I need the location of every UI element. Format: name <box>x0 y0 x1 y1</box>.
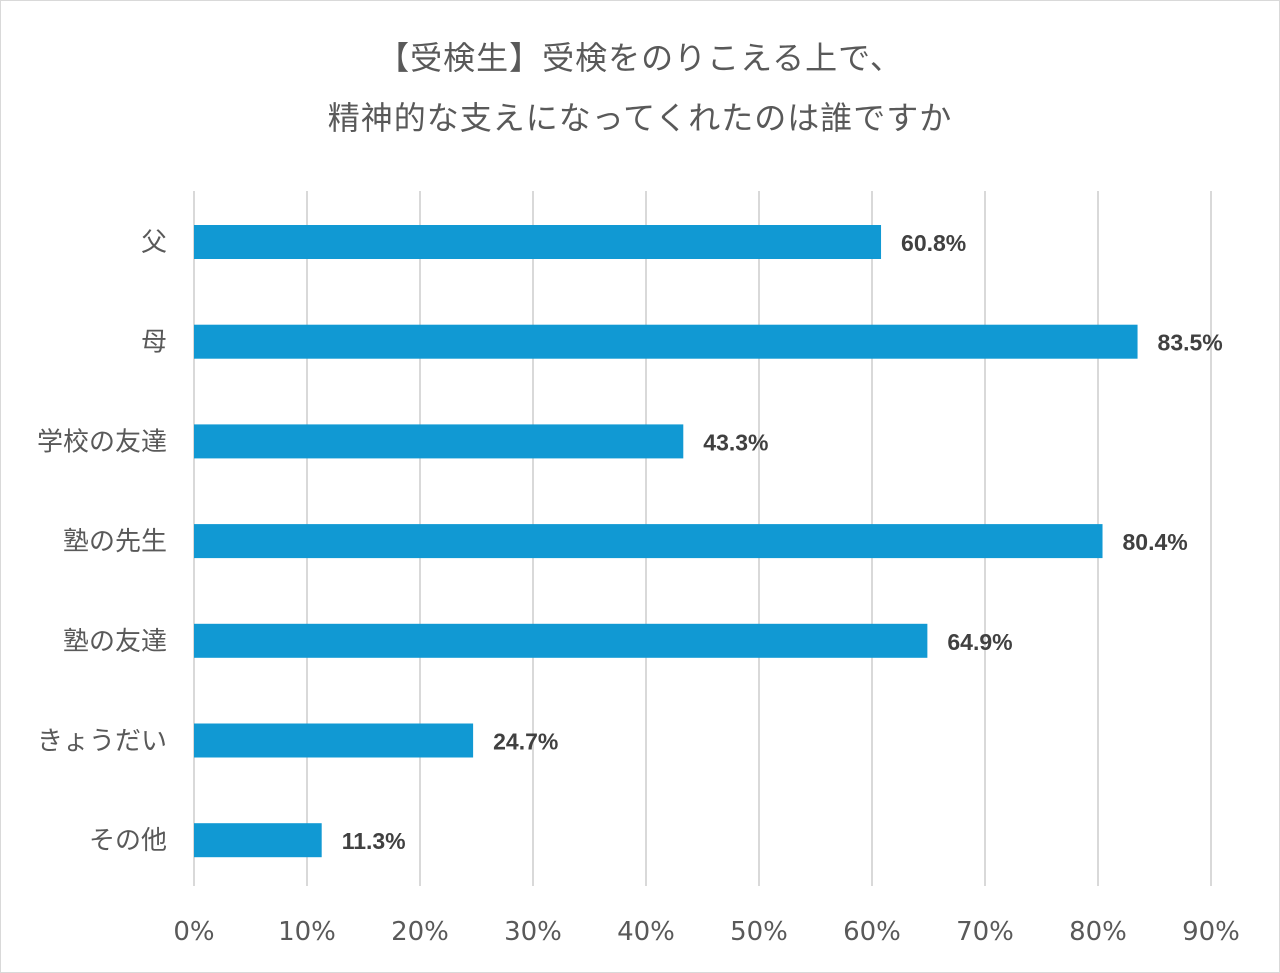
data-label: 24.7% <box>493 729 558 755</box>
data-label: 43.3% <box>703 429 768 455</box>
category-label: 学校の友達 <box>37 427 167 457</box>
bar <box>194 524 1103 559</box>
bar <box>194 623 928 658</box>
bar <box>194 424 684 459</box>
data-label: 60.8% <box>901 230 966 256</box>
category-label: その他 <box>89 826 167 856</box>
data-label: 80.4% <box>1123 529 1188 555</box>
data-label: 64.9% <box>947 629 1012 655</box>
bar <box>194 823 322 858</box>
x-tick-label: 20% <box>391 917 449 947</box>
x-tick-label: 90% <box>1182 917 1240 947</box>
category-label: 母 <box>141 328 167 358</box>
x-tick-label: 40% <box>617 917 675 947</box>
category-label: 塾の友達 <box>63 627 167 657</box>
x-tick-label: 50% <box>730 917 788 947</box>
x-tick-label: 10% <box>278 917 336 947</box>
x-tick-label: 60% <box>843 917 901 947</box>
category-label: 父 <box>141 228 167 258</box>
x-tick-label: 70% <box>956 917 1014 947</box>
x-tick-label: 0% <box>173 917 214 947</box>
data-label: 83.5% <box>1158 330 1223 356</box>
data-label: 11.3% <box>342 828 406 854</box>
x-tick-label: 80% <box>1069 917 1127 947</box>
bar <box>194 225 882 259</box>
bar <box>194 723 474 758</box>
x-tick-label: 30% <box>504 917 562 947</box>
bar <box>194 324 1138 359</box>
chart-title-line-1: 【受検生】受検をのりこえる上で、 <box>377 39 903 77</box>
category-label: きょうだい <box>37 727 167 757</box>
category-label: 塾の先生 <box>63 527 167 557</box>
chart-title-line-2: 精神的な支えになってくれたのは誰ですか <box>327 99 953 137</box>
